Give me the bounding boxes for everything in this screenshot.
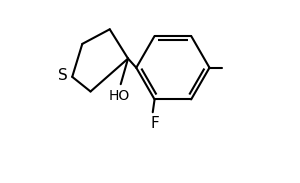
Text: HO: HO: [108, 89, 130, 103]
Text: F: F: [150, 116, 159, 131]
Text: S: S: [58, 68, 68, 83]
